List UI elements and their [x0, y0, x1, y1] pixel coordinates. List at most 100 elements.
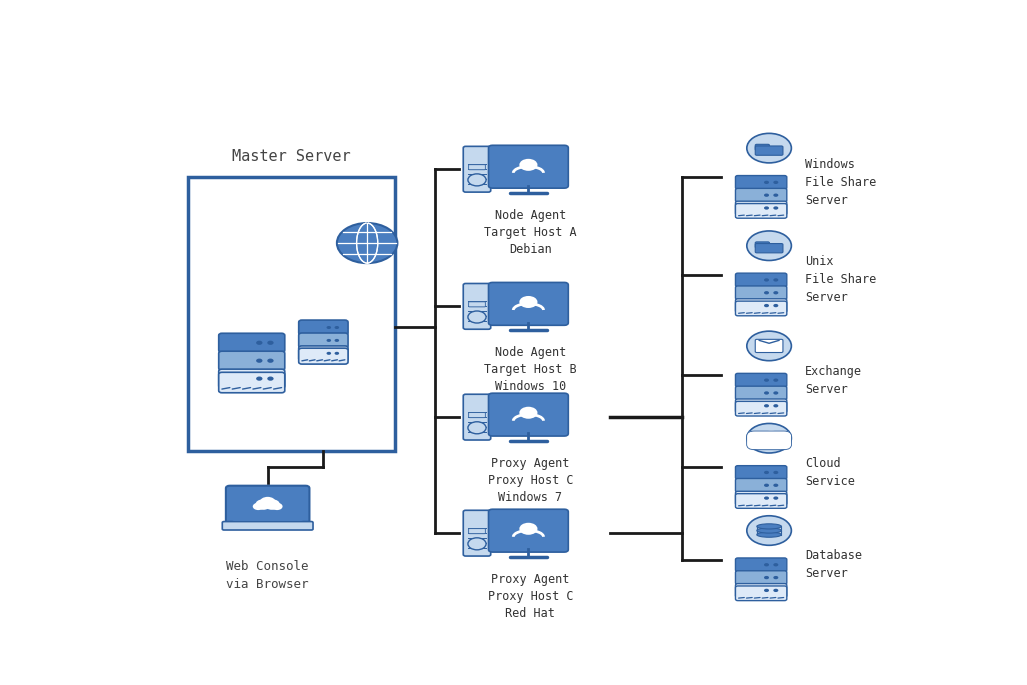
- Circle shape: [764, 291, 769, 295]
- FancyBboxPatch shape: [735, 586, 787, 601]
- Circle shape: [335, 339, 339, 342]
- Circle shape: [764, 304, 769, 308]
- Circle shape: [468, 422, 486, 434]
- Circle shape: [763, 430, 779, 442]
- FancyBboxPatch shape: [735, 299, 787, 312]
- Circle shape: [773, 291, 778, 295]
- Circle shape: [256, 377, 263, 381]
- FancyBboxPatch shape: [468, 302, 486, 307]
- FancyBboxPatch shape: [463, 147, 491, 192]
- Circle shape: [764, 484, 769, 487]
- Circle shape: [773, 434, 786, 443]
- FancyBboxPatch shape: [747, 431, 792, 449]
- Circle shape: [520, 523, 537, 535]
- Circle shape: [773, 206, 778, 210]
- Circle shape: [267, 358, 273, 363]
- Circle shape: [764, 404, 769, 408]
- FancyBboxPatch shape: [735, 201, 787, 215]
- Circle shape: [751, 436, 761, 443]
- Circle shape: [757, 433, 770, 443]
- FancyBboxPatch shape: [219, 369, 284, 388]
- FancyBboxPatch shape: [468, 412, 486, 418]
- FancyBboxPatch shape: [188, 177, 395, 451]
- Circle shape: [764, 379, 769, 382]
- Text: Windows
File Share
Server: Windows File Share Server: [805, 158, 876, 207]
- FancyBboxPatch shape: [219, 351, 284, 370]
- FancyBboxPatch shape: [735, 301, 787, 316]
- FancyBboxPatch shape: [735, 494, 787, 508]
- FancyBboxPatch shape: [494, 397, 563, 430]
- FancyBboxPatch shape: [735, 491, 787, 505]
- Circle shape: [468, 311, 486, 323]
- Circle shape: [764, 471, 769, 474]
- FancyBboxPatch shape: [755, 244, 783, 253]
- Circle shape: [747, 423, 792, 453]
- Circle shape: [764, 181, 769, 184]
- Circle shape: [773, 588, 778, 592]
- FancyBboxPatch shape: [489, 145, 568, 188]
- FancyBboxPatch shape: [255, 504, 280, 507]
- Ellipse shape: [757, 528, 782, 533]
- Circle shape: [764, 576, 769, 580]
- Circle shape: [327, 352, 331, 355]
- Circle shape: [327, 339, 331, 342]
- Text: Unix
File Share
Server: Unix File Share Server: [805, 256, 876, 305]
- Circle shape: [773, 404, 778, 408]
- Circle shape: [747, 231, 792, 260]
- Circle shape: [267, 340, 273, 345]
- Circle shape: [747, 516, 792, 545]
- Text: Proxy Agent
Proxy Host C
Red Hat: Proxy Agent Proxy Host C Red Hat: [488, 573, 573, 620]
- FancyBboxPatch shape: [299, 348, 348, 364]
- FancyBboxPatch shape: [219, 334, 284, 352]
- Circle shape: [256, 340, 263, 345]
- Circle shape: [764, 206, 769, 210]
- FancyBboxPatch shape: [735, 571, 787, 584]
- Circle shape: [256, 499, 271, 510]
- FancyBboxPatch shape: [489, 393, 568, 436]
- FancyBboxPatch shape: [735, 386, 787, 400]
- Text: Master Server: Master Server: [232, 149, 351, 164]
- FancyBboxPatch shape: [468, 529, 486, 534]
- Circle shape: [264, 499, 280, 510]
- Circle shape: [260, 497, 275, 508]
- Circle shape: [773, 278, 778, 282]
- Circle shape: [327, 326, 331, 329]
- FancyBboxPatch shape: [735, 373, 787, 387]
- Circle shape: [468, 538, 486, 550]
- Text: Node Agent
Target Host A
Debian: Node Agent Target Host A Debian: [484, 209, 576, 256]
- FancyBboxPatch shape: [755, 339, 783, 353]
- Circle shape: [764, 391, 769, 395]
- Circle shape: [267, 377, 273, 381]
- FancyBboxPatch shape: [232, 490, 303, 521]
- Circle shape: [773, 181, 778, 184]
- Circle shape: [520, 159, 537, 171]
- FancyBboxPatch shape: [299, 320, 348, 335]
- Circle shape: [773, 379, 778, 382]
- Circle shape: [773, 497, 778, 500]
- Circle shape: [520, 296, 537, 308]
- Circle shape: [764, 563, 769, 566]
- FancyBboxPatch shape: [735, 584, 787, 597]
- Circle shape: [773, 391, 778, 395]
- Circle shape: [747, 134, 792, 163]
- Circle shape: [335, 352, 339, 355]
- Circle shape: [271, 503, 282, 510]
- FancyBboxPatch shape: [226, 486, 309, 525]
- FancyBboxPatch shape: [735, 401, 787, 416]
- FancyBboxPatch shape: [755, 145, 769, 150]
- Circle shape: [764, 588, 769, 592]
- FancyBboxPatch shape: [735, 286, 787, 299]
- Text: Cloud
Service: Cloud Service: [805, 457, 854, 488]
- FancyBboxPatch shape: [735, 175, 787, 189]
- FancyBboxPatch shape: [755, 146, 783, 155]
- FancyBboxPatch shape: [463, 284, 491, 329]
- FancyBboxPatch shape: [755, 242, 769, 248]
- FancyBboxPatch shape: [735, 203, 787, 219]
- FancyBboxPatch shape: [489, 509, 568, 552]
- FancyBboxPatch shape: [489, 282, 568, 325]
- Circle shape: [764, 497, 769, 500]
- FancyBboxPatch shape: [494, 286, 563, 319]
- Text: Node Agent
Target Host B
Windows 10: Node Agent Target Host B Windows 10: [484, 346, 576, 393]
- FancyBboxPatch shape: [299, 346, 348, 361]
- Circle shape: [520, 407, 537, 419]
